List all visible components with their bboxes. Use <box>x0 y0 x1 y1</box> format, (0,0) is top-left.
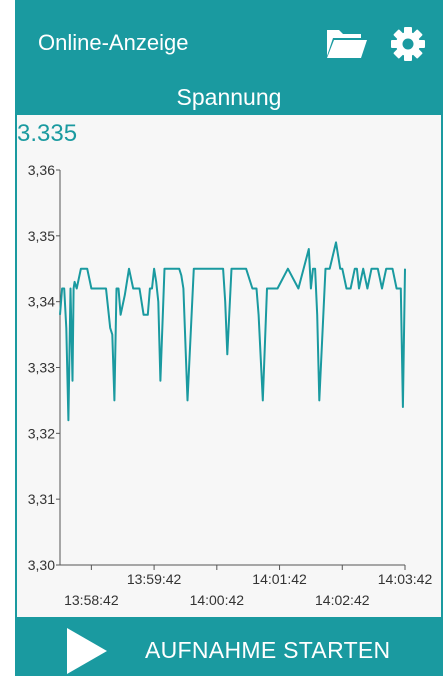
play-icon <box>67 628 107 674</box>
x-tick-label: 14:00:42 <box>190 592 245 608</box>
series-line <box>59 241 406 422</box>
y-tick-label: 3,35 <box>28 228 55 244</box>
x-tick-label: 14:01:42 <box>252 571 307 587</box>
y-tick-label: 3,32 <box>28 425 55 441</box>
x-tick-label: 13:58:42 <box>64 592 119 608</box>
record-button[interactable]: AUFNAHME STARTEN <box>15 617 443 676</box>
y-tick-label: 3,34 <box>28 294 55 310</box>
app-header: Online-Anzeige <box>15 0 443 115</box>
y-tick-label: 3,33 <box>28 360 55 376</box>
gear-icon[interactable] <box>390 26 426 62</box>
y-tick-label: 3,36 <box>28 162 55 178</box>
app-title: Online-Anzeige <box>38 30 189 55</box>
record-button-label: AUFNAHME STARTEN <box>145 637 391 663</box>
folder-open-icon[interactable] <box>323 24 369 62</box>
measurement-title: Spannung <box>176 84 282 110</box>
current-value: 3.335 <box>17 120 78 147</box>
voltage-chart: 3,30 3,31 3,32 3,33 3,34 3,35 3,36 13:58:42 13:5… <box>28 162 433 608</box>
x-tick-label: 14:02:42 <box>315 592 370 608</box>
y-tick-label: 3,31 <box>28 491 55 507</box>
chart-panel: 3.335 3,30 3,31 3,32 3,33 3,34 3,35 3,36 13:58:… <box>17 115 441 617</box>
x-tick-label: 14:03:42 <box>378 571 433 587</box>
x-tick-label: 13:59:42 <box>127 571 182 587</box>
app-screen: Online-Anzeige <box>15 0 443 676</box>
y-tick-label: 3,30 <box>28 557 55 573</box>
